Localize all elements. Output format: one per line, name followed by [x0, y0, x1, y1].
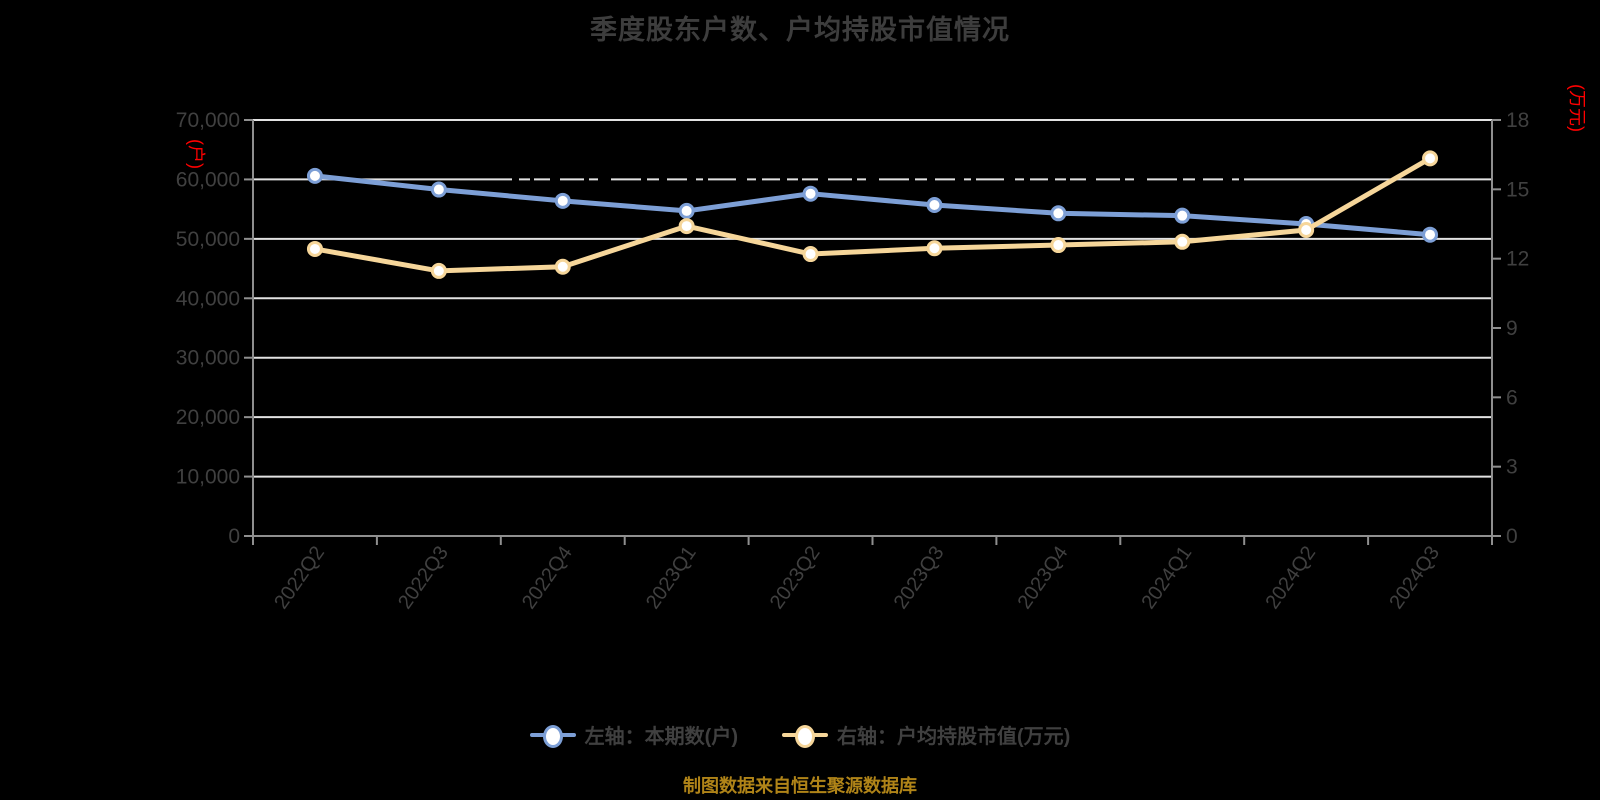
legend-item-shareholder-count[interactable]: 左轴：本期数(户)	[529, 720, 738, 749]
svg-text:3: 3	[1506, 456, 1518, 479]
svg-text:18: 18	[1506, 109, 1529, 132]
data-point[interactable]	[926, 196, 943, 213]
data-point[interactable]	[554, 258, 571, 275]
legend-item-avg-holding-value[interactable]: 右轴：户均持股市值(万元)	[782, 720, 1070, 749]
data-point[interactable]	[678, 218, 695, 235]
svg-text:2024Q3: 2024Q3	[1385, 542, 1444, 613]
data-point[interactable]	[926, 240, 943, 257]
data-point[interactable]	[1298, 222, 1315, 239]
chart-legend: 左轴：本期数(户) 右轴：户均持股市值(万元)	[0, 720, 1600, 749]
right-axis-unit: (万元)	[1567, 84, 1587, 132]
data-point[interactable]	[306, 240, 323, 257]
data-source-note: 制图数据来自恒生聚源数据库	[683, 776, 917, 796]
svg-text:70,000: 70,000	[176, 109, 240, 132]
chart-title: 季度股东户数、户均持股市值情况	[590, 15, 1010, 45]
svg-text:0: 0	[1506, 525, 1518, 548]
data-point[interactable]	[1050, 205, 1067, 222]
yellow-line-marker-icon	[782, 724, 828, 748]
series-avg-holding-value	[306, 150, 1439, 279]
svg-text:10,000: 10,000	[176, 466, 240, 489]
data-point[interactable]	[554, 192, 571, 209]
left-axis-unit: (户)	[186, 139, 206, 169]
svg-text:2022Q3: 2022Q3	[394, 542, 453, 613]
series-shareholder-count	[306, 167, 1439, 243]
x-axis-labels: 2022Q2 2022Q3 2022Q4 2023Q1 2023Q2 2023Q3 2023…	[270, 542, 1444, 613]
data-point[interactable]	[1422, 150, 1439, 167]
data-point[interactable]	[802, 246, 819, 263]
blue-line-marker-icon	[529, 724, 576, 748]
svg-text:30,000: 30,000	[176, 347, 240, 370]
svg-text:12: 12	[1506, 248, 1529, 271]
left-axis-labels: 0 10,000 20,000 30,000 40,000 50,000 60,000 70,…	[176, 109, 240, 548]
data-point[interactable]	[1050, 237, 1067, 254]
axes	[244, 119, 1501, 545]
svg-text:15: 15	[1506, 178, 1529, 201]
svg-text:2022Q2: 2022Q2	[270, 542, 329, 613]
data-point[interactable]	[1174, 207, 1191, 224]
right-axis-labels: 0 3 6 9 12 15 18	[1506, 109, 1529, 548]
svg-text:50,000: 50,000	[176, 228, 240, 251]
data-point[interactable]	[430, 262, 447, 279]
data-point[interactable]	[1174, 233, 1191, 250]
svg-text:2023Q3: 2023Q3	[890, 542, 949, 613]
svg-text:40,000: 40,000	[176, 287, 240, 310]
svg-text:60,000: 60,000	[176, 168, 240, 191]
legend-label: 右轴：户均持股市值(万元)	[837, 726, 1071, 748]
data-point[interactable]	[1422, 226, 1439, 243]
svg-text:2023Q1: 2023Q1	[642, 542, 701, 613]
svg-text:9: 9	[1506, 317, 1518, 340]
svg-text:2022Q4: 2022Q4	[518, 542, 577, 613]
svg-text:2024Q1: 2024Q1	[1138, 542, 1197, 613]
svg-text:20,000: 20,000	[176, 406, 240, 429]
svg-text:6: 6	[1506, 386, 1518, 409]
svg-text:0: 0	[228, 525, 240, 548]
data-point[interactable]	[802, 185, 819, 202]
legend-label: 左轴：本期数(户)	[584, 726, 738, 748]
data-point[interactable]	[678, 202, 695, 219]
svg-text:2023Q4: 2023Q4	[1014, 542, 1073, 613]
svg-text:2024Q2: 2024Q2	[1261, 542, 1320, 613]
data-point[interactable]	[306, 167, 323, 184]
data-point[interactable]	[430, 181, 447, 198]
svg-text:2023Q2: 2023Q2	[766, 542, 825, 613]
